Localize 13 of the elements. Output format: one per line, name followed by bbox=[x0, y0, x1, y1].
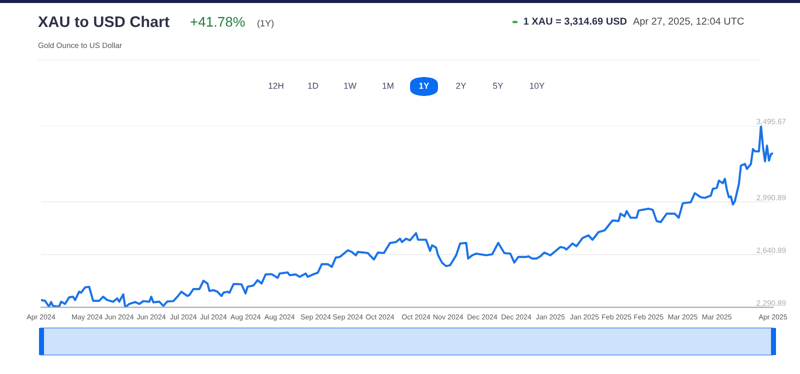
text: 1M bbox=[382, 82, 394, 89]
text: 1Y bbox=[419, 82, 430, 89]
text: 1 XAU = 3,314.69 USD bbox=[524, 18, 627, 26]
chart-title: XAU to USD Chart bbox=[38, 16, 170, 28]
text: 1W bbox=[344, 82, 356, 89]
text: 2Y bbox=[456, 82, 466, 89]
text: Apr 27, 2025, 12:04 UTC bbox=[633, 18, 744, 27]
text: (1Y) bbox=[258, 20, 274, 28]
text: +41.78% bbox=[190, 16, 245, 27]
text: 1D bbox=[308, 82, 318, 89]
text: 10Y bbox=[530, 82, 544, 89]
text: 12H bbox=[268, 82, 284, 89]
text: 5Y bbox=[493, 82, 504, 89]
